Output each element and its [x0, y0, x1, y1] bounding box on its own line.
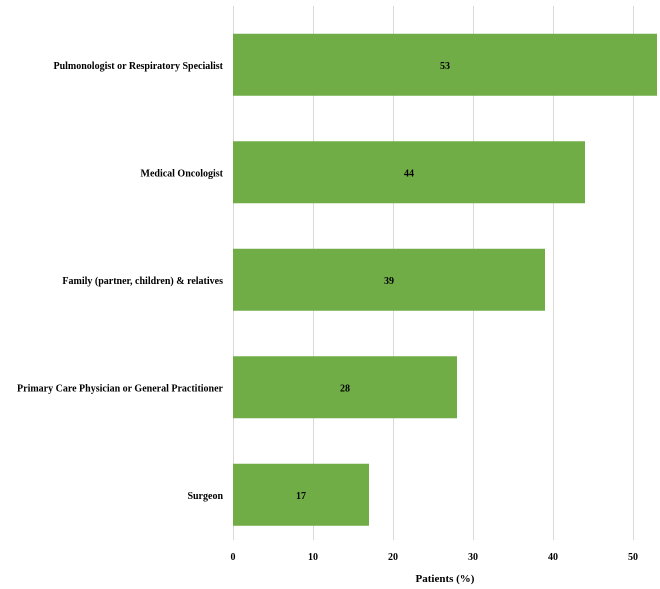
data-label: 17 [296, 491, 306, 502]
x-tick-label: 20 [388, 552, 398, 563]
x-tick-label: 40 [548, 552, 558, 563]
category-label: Primary Care Physician or General Practi… [17, 383, 224, 394]
bar [233, 248, 545, 311]
category-labels: Pulmonologist or Respiratory Specialist M… [17, 61, 224, 502]
bar [233, 356, 457, 419]
x-tick-label: 10 [308, 552, 318, 563]
data-label: 28 [340, 383, 350, 394]
bar [233, 141, 585, 204]
data-label: 53 [440, 61, 450, 72]
bar [233, 33, 657, 96]
bars: 53 44 39 28 17 [233, 33, 657, 526]
x-axis-title: Patients (%) [416, 573, 475, 585]
category-label: Surgeon [187, 491, 223, 502]
x-tick-label: 30 [468, 552, 478, 563]
x-tick-label: 0 [231, 552, 236, 563]
data-label: 39 [384, 276, 394, 287]
bar [233, 463, 369, 526]
x-tick-labels: 0 10 20 30 40 50 [231, 552, 639, 563]
category-label: Family (partner, children) & relatives [62, 276, 223, 287]
category-label: Medical Oncologist [141, 168, 224, 179]
category-label: Pulmonologist or Respiratory Specialist [53, 61, 223, 72]
data-label: 44 [404, 168, 414, 179]
x-tick-label: 50 [628, 552, 638, 563]
